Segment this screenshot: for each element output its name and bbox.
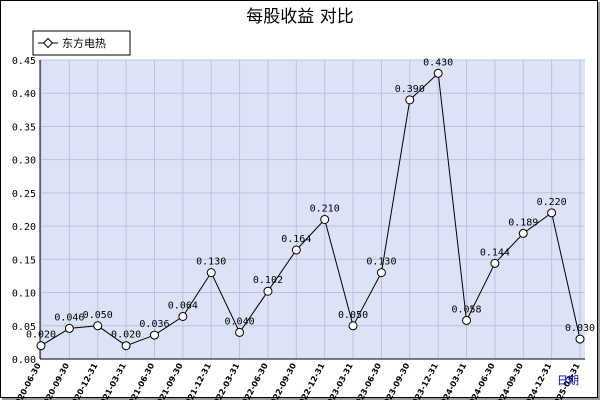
legend-marker-icon [42,37,54,49]
data-label: 0.189 [508,217,538,228]
x-tick-label: 2023-12-31 [408,361,440,400]
plot-area [40,60,585,359]
y-tick-label: 0.15 [12,255,36,266]
data-point-marker [490,258,500,268]
y-tick-label: 0.45 [12,56,36,67]
y-tick-label: 0.00 [12,355,36,366]
data-point-marker [320,214,330,224]
data-label: 0.050 [83,310,113,321]
data-label: 0.220 [537,197,567,208]
x-tick-label: 2021-12-31 [181,361,213,400]
data-label: 0.144 [480,247,510,258]
data-point-marker [433,68,443,78]
legend: 东方电热 [32,30,131,56]
data-label: 0.430 [423,57,453,68]
x-tick-label: 2024-03-31 [436,361,468,400]
data-point-marker [149,330,159,340]
x-tick-label: 2022-09-30 [266,361,298,400]
x-tick-label: 2023-06-30 [351,361,383,400]
data-label: 0.102 [253,275,283,286]
x-tick-label: 2022-12-31 [294,361,326,400]
series-eps [40,72,581,347]
legend-label: 东方电热 [62,36,106,50]
data-label: 0.058 [451,304,481,315]
y-tick-label: 0.35 [12,122,36,133]
x-tick-label: 2023-03-31 [323,361,355,400]
y-tick-label: 0.05 [12,322,36,333]
data-label: 0.036 [139,319,169,330]
data-label: 0.130 [196,257,226,268]
data-point-marker [405,95,415,105]
y-tick-label: 0.25 [12,189,36,200]
y-tick-label: 0.30 [12,156,36,167]
data-label: 0.210 [310,203,340,214]
data-label: 0.030 [565,323,595,334]
data-label: 0.040 [225,316,255,327]
x-tick-label: 2024-12-31 [521,361,553,400]
data-point-marker [93,321,103,331]
y-tick-label: 0.10 [12,289,36,300]
x-tick-label: 2021-03-31 [96,361,128,400]
data-label: 0.164 [281,234,311,245]
data-label: 0.130 [366,257,396,268]
data-point-marker [291,245,301,255]
data-label: 0.020 [26,330,56,341]
data-label: 0.020 [111,330,141,341]
y-tick-labels: 0.00 0.05 0.10 0.15 0.20 0.25 0.30 0.35 0.40 0.45 [12,56,36,366]
data-point-marker [121,341,131,351]
x-tick-label: 2022-06-30 [238,361,270,400]
data-point-marker [263,286,273,296]
data-label: 0.064 [168,300,198,311]
data-point-marker [376,268,386,278]
x-axis-label: 日期 [557,374,579,387]
x-tick-label: 2021-06-30 [124,361,156,400]
x-tick-labels: 2020-06-302020-09-302020-12-312021-03-31… [11,361,582,400]
chart-title: 每股收益 对比 [246,7,353,27]
x-tick-label: 2022-03-31 [209,361,241,400]
data-point-marker [178,311,188,321]
data-labels: 0.0200.0460.0500.0200.0360.0640.1300.040… [26,57,595,340]
x-tick-label: 2023-09-30 [380,361,412,400]
data-point-marker [64,323,74,333]
x-tick-label: 2021-09-30 [153,361,185,400]
data-point-marker [575,334,585,344]
y-tick-label: 0.40 [12,89,36,100]
series-line [40,72,581,347]
x-tick-label: 2020-06-30 [11,361,43,400]
y-tick-label: 0.20 [12,222,36,233]
data-point-marker [348,321,358,331]
x-tick-label: 2020-12-31 [68,361,100,400]
data-point-marker [235,327,245,337]
x-tick-label: 2024-06-30 [465,361,497,400]
x-tick-label: 2024-09-30 [493,361,525,400]
data-point-marker [518,228,528,238]
data-point-marker [36,341,46,351]
data-label: 0.390 [395,84,425,95]
x-tick-label: 2020-09-30 [39,361,71,400]
data-point-marker [462,315,472,325]
data-label: 0.050 [338,310,368,321]
data-point-marker [206,268,216,278]
data-point-marker [547,208,557,218]
data-label: 0.046 [54,312,84,323]
data-points [36,68,585,351]
